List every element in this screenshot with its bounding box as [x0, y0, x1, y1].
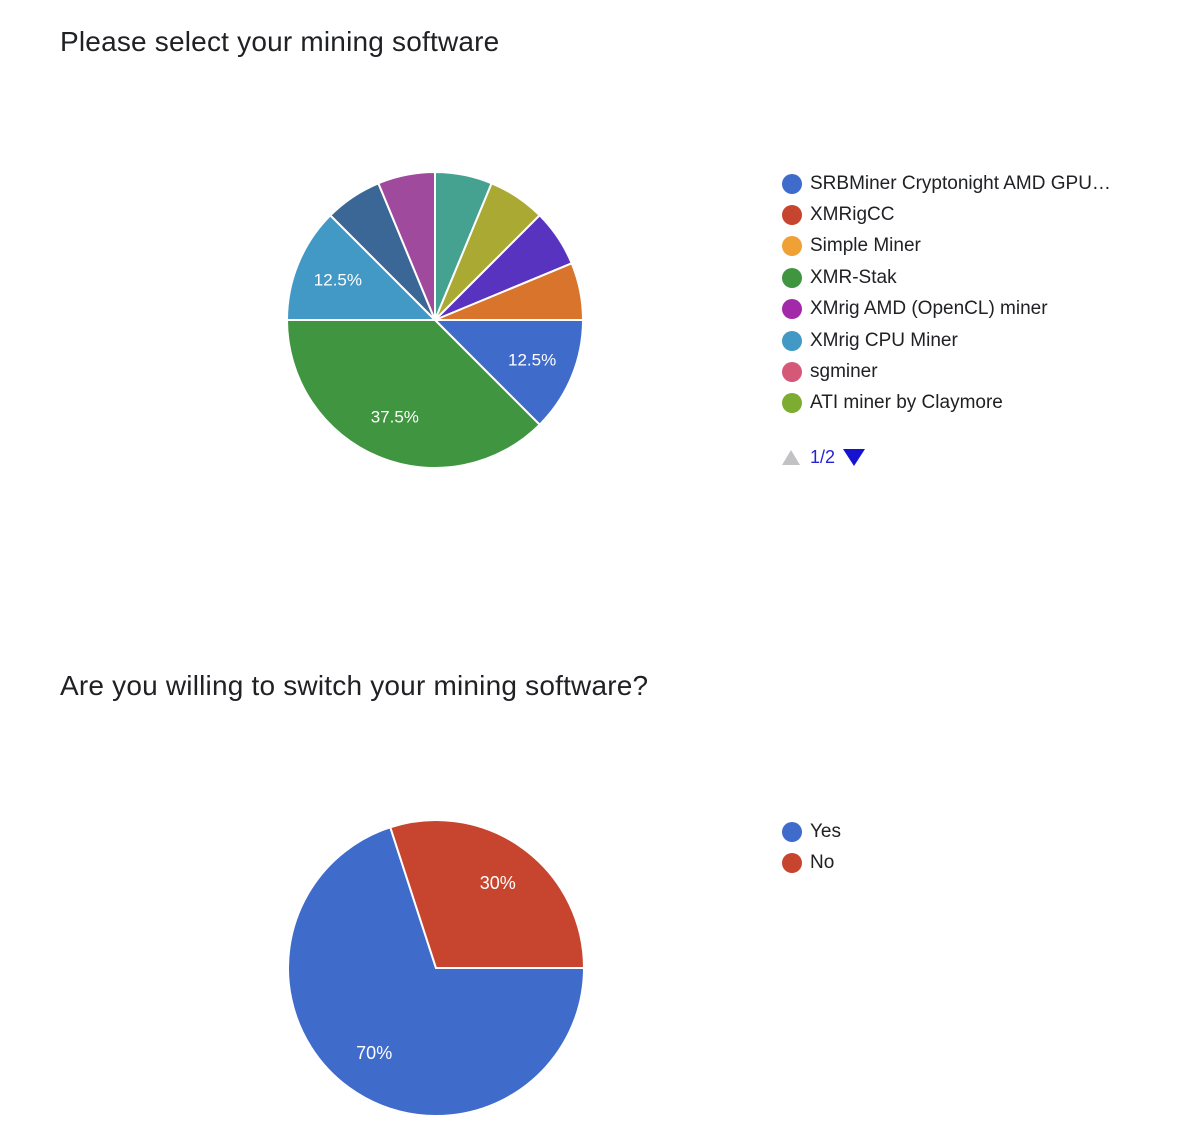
pie-slice-label: 37.5%: [371, 408, 419, 427]
switch-willingness-legend: Yes No: [782, 816, 1168, 879]
legend-item-label: Yes: [810, 820, 841, 842]
legend-item-label: No: [810, 852, 835, 874]
legend-color-dot: [782, 173, 802, 194]
legend-item: XMrig AMD (OpenCL) miner: [782, 294, 1168, 325]
legend-item: XMRigCC: [782, 199, 1168, 230]
legend-color-dot: [782, 299, 802, 320]
legend-pagination: 1/2: [782, 445, 866, 469]
question-title-mining-software: Please select your mining software: [60, 26, 500, 57]
pie-slice[interactable]: [432, 319, 585, 427]
mining-software-legend: SRBMiner Cryptonight AMD GPU… XMRigCC Simp…: [782, 168, 1168, 419]
legend-item-label: XMR-Stak: [810, 266, 897, 288]
legend-item-label: Simple Miner: [810, 235, 921, 257]
legend-item: No: [782, 847, 1168, 878]
legend-color-dot: [782, 205, 802, 226]
legend-item: Yes: [782, 816, 1168, 847]
legend-item: SRBMiner Cryptonight AMD GPU…: [782, 168, 1168, 199]
legend-item: XMrig CPU Miner: [782, 325, 1168, 356]
pie-slice[interactable]: [285, 213, 438, 321]
legend-color-dot: [782, 853, 802, 874]
legend-color-dot: [782, 267, 802, 288]
pie-slice[interactable]: [389, 819, 586, 969]
legend-next-page-icon[interactable]: [843, 448, 866, 466]
pie-slice-label: 12.5%: [508, 351, 556, 370]
pie-slice-label: 12.5%: [314, 270, 362, 289]
legend-item-label: XMRigCC: [810, 204, 895, 226]
legend-item-label: ATI miner by Claymore: [810, 392, 1003, 414]
legend-color-dot: [782, 821, 802, 842]
question-title-switch-willingness: Are you willing to switch your mining so…: [60, 670, 649, 701]
legend-item: XMR-Stak: [782, 262, 1168, 293]
legend-item: Simple Miner: [782, 231, 1168, 262]
legend-page-indicator: 1/2: [810, 446, 836, 467]
legend-color-dot: [782, 330, 802, 351]
legend-item-label: SRBMiner Cryptonight AMD GPU…: [810, 172, 1111, 194]
pie-slice[interactable]: [285, 319, 542, 469]
mining-software-pie-chart: 12.5% 37.5% 12.5%: [285, 170, 585, 469]
legend-item-label: XMrig CPU Miner: [810, 329, 958, 351]
pie-slice[interactable]: [287, 825, 586, 1117]
pie-slice[interactable]: [434, 262, 585, 321]
switch-willingness-pie-chart: 70% 30%: [287, 819, 586, 1117]
legend-item-label: sgminer: [810, 361, 878, 383]
legend-color-dot: [782, 393, 802, 414]
legend-item: sgminer: [782, 356, 1168, 387]
legend-item: ATI miner by Claymore: [782, 388, 1168, 419]
legend-item-label: XMrig AMD (OpenCL) miner: [810, 298, 1048, 320]
legend-color-dot: [782, 362, 802, 383]
legend-color-dot: [782, 236, 802, 257]
pie-slice-label: 30%: [480, 873, 516, 893]
legend-prev-page-icon[interactable]: [782, 449, 800, 465]
pie-slice-label: 70%: [356, 1043, 392, 1063]
